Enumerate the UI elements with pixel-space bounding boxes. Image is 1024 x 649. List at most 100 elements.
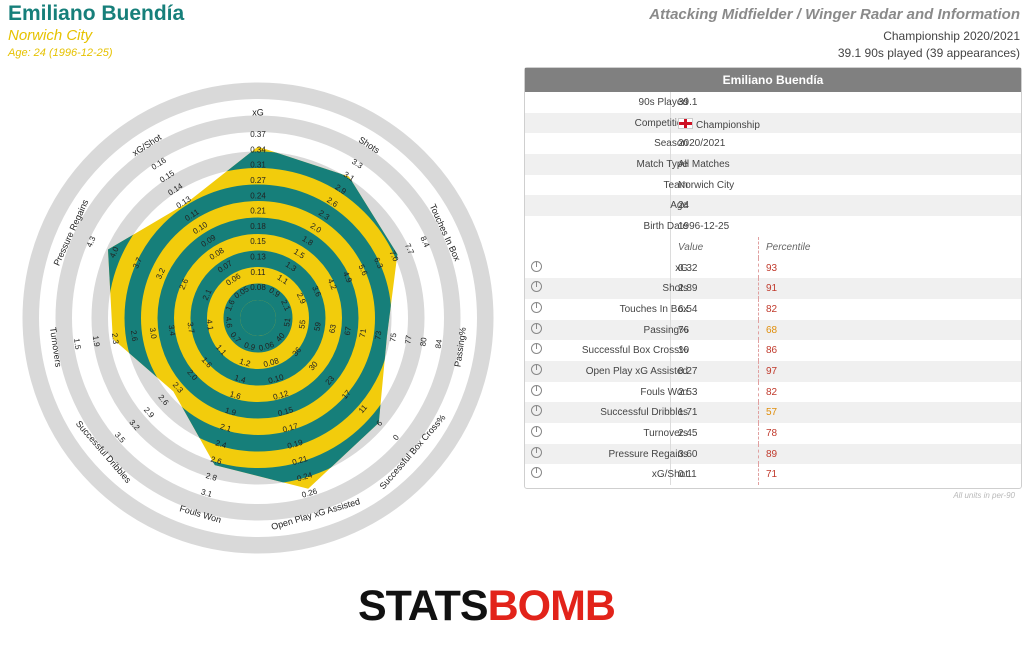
- tick-label: 2.6: [178, 277, 191, 291]
- gauge-icon: [531, 405, 542, 417]
- logo-part-bomb: BOMB: [487, 582, 616, 630]
- info-label: 90s Played: [638, 97, 688, 108]
- info-row: Match Type All Matches: [525, 154, 1021, 175]
- info-rows: 90s Played 39.1 Competition Championship Sea…: [525, 92, 1021, 237]
- percentile-column-header: Percentile: [766, 241, 811, 253]
- metric-value: 0.27: [678, 365, 698, 377]
- tick-label: 1.6: [229, 389, 243, 401]
- info-value: 39.1: [678, 97, 698, 108]
- info-label: Birth Date: [643, 221, 688, 233]
- tick-label: 0.10: [267, 372, 285, 385]
- metric-label: Successful Box Cross%: [581, 345, 688, 357]
- info-value: 2020/2021: [678, 138, 726, 150]
- tick-label: 4.2: [326, 277, 339, 291]
- tick-label: 3.1: [200, 487, 214, 499]
- metric-value: 2.53: [678, 386, 698, 398]
- competition-line: Championship 2020/2021: [883, 29, 1020, 43]
- tick-label: 0.18: [250, 222, 266, 231]
- metric-percentile: 91: [766, 283, 778, 295]
- gauge-icon: [531, 260, 542, 272]
- tick-label: 80: [418, 336, 428, 347]
- tick-label: 63: [328, 323, 338, 334]
- metric-label: Passing%: [643, 324, 688, 336]
- tick-label: 75: [388, 332, 398, 343]
- tick-label: 2.9: [295, 291, 308, 305]
- info-table: Emiliano Buendía 90s Played 39.1 Competiti…: [524, 67, 1022, 489]
- gauge-icon: [531, 281, 542, 293]
- played-line: 39.1 90s played (39 appearances): [837, 46, 1020, 60]
- info-row: 90s Played 39.1: [525, 92, 1021, 113]
- info-value: 24: [678, 200, 690, 212]
- radar-title: Attacking Midfielder / Winger Radar and …: [649, 6, 1020, 23]
- gauge-icon: [531, 322, 542, 334]
- metric-row: Shots 2.89 91: [525, 278, 1021, 299]
- tick-label: 2.4: [214, 438, 228, 450]
- info-label: Season: [654, 138, 688, 150]
- tick-label: 3.0: [148, 327, 159, 340]
- metric-row: xG/Shot 0.11 71: [525, 464, 1021, 486]
- tick-label: 0.26: [301, 487, 319, 500]
- info-row: Team Norwich City: [525, 174, 1021, 196]
- metric-percentile: 86: [766, 345, 778, 357]
- tick-label: 2.1: [219, 422, 233, 434]
- teal-band: [223, 283, 293, 353]
- info-label: Team: [663, 179, 688, 191]
- metric-label: Touches In Box: [619, 303, 688, 315]
- tick-label: 0: [391, 433, 401, 443]
- metric-percentile: 97: [766, 365, 778, 377]
- tick-label: 2.3: [110, 332, 121, 345]
- gauge-icon: [531, 301, 542, 313]
- metric-percentile: 82: [766, 386, 778, 398]
- metric-rows: xG 0.32 93 Shots 2.89 91 Touches In Box 6.54 82 P…: [525, 257, 1021, 486]
- tick-label: 4.6: [223, 316, 234, 329]
- metric-label: Shots: [662, 283, 688, 295]
- tick-label: 4.9: [341, 270, 354, 284]
- metric-percentile: 57: [766, 407, 778, 419]
- metric-row: Fouls Won 2.53 82: [525, 381, 1021, 403]
- info-label: Competition: [634, 117, 688, 129]
- tick-label: 0.21: [250, 207, 266, 216]
- logo-part-stats: STATS: [358, 582, 489, 630]
- tick-label: 51: [282, 317, 292, 328]
- tick-label: 84: [434, 338, 444, 349]
- tick-label: 8.4: [418, 235, 431, 249]
- tick-label: 0.19: [286, 438, 304, 451]
- tick-label: 4.3: [85, 234, 98, 248]
- tick-label: 2.1: [279, 298, 292, 312]
- tick-label: 55: [297, 319, 307, 330]
- tick-label: 67: [343, 325, 353, 336]
- tick-label: 0.13: [250, 253, 266, 262]
- metric-value: 3.60: [678, 448, 698, 460]
- tick-label: 0.21: [291, 454, 309, 467]
- metric-value: 1.71: [678, 407, 698, 419]
- metric-label: xG: [675, 262, 688, 274]
- tick-label: 0.15: [277, 405, 295, 418]
- tick-label: 6.3: [372, 256, 385, 270]
- tick-label: 0.9: [243, 341, 257, 353]
- metric-value: 10: [678, 345, 690, 357]
- info-value: 1996-12-25: [678, 221, 730, 233]
- units-note: All units in per-90: [953, 491, 1015, 500]
- metric-percentile: 93: [766, 262, 778, 274]
- teal-band: [124, 184, 392, 452]
- metric-value: 0.32: [678, 262, 698, 274]
- metric-label: Turnovers: [643, 428, 688, 439]
- info-row: Birth Date 1996-12-25: [525, 216, 1021, 237]
- info-row: Season 2020/2021: [525, 133, 1021, 155]
- tick-label: 0.24: [296, 470, 314, 483]
- tick-label: 59: [313, 321, 323, 332]
- tick-label: 0.11: [251, 268, 267, 277]
- metric-value: 6.54: [678, 303, 698, 315]
- tick-label: 1.9: [224, 406, 238, 418]
- metric-row: Successful Box Cross% 10 86: [525, 340, 1021, 361]
- tick-label: 0.08: [262, 356, 280, 369]
- metric-value: 76: [678, 324, 690, 336]
- metric-label: xG/Shot: [651, 469, 688, 481]
- tick-label: 0.17: [282, 421, 300, 434]
- tick-label: 0.15: [250, 237, 266, 246]
- tick-label: 0.34: [250, 145, 266, 154]
- tick-label: 3.7: [131, 256, 144, 270]
- tick-label: 1.2: [238, 357, 252, 369]
- tick-label: 1.5: [72, 338, 83, 351]
- gauge-icon: [531, 343, 542, 355]
